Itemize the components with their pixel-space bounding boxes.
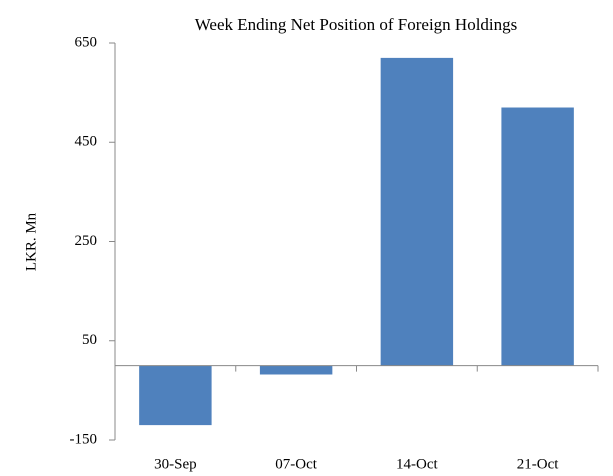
x-tick-label: 21-Oct [517,456,559,472]
bar [139,365,212,426]
bar [501,107,574,366]
y-tick-label: 650 [75,34,98,50]
bar [259,365,333,375]
y-tick-label: 250 [75,233,98,249]
y-tick-label: 50 [82,332,97,348]
chart-title: Week Ending Net Position of Foreign Hold… [195,15,518,34]
y-tick-label: 450 [75,134,98,150]
x-tick-label: 14-Oct [396,456,438,472]
x-tick-label: 30-Sep [154,456,197,472]
x-tick-label: 07-Oct [275,456,317,472]
y-axis-label: LKR. Mn [23,212,39,271]
y-tick-label: -150 [70,431,98,447]
bar [380,57,454,366]
